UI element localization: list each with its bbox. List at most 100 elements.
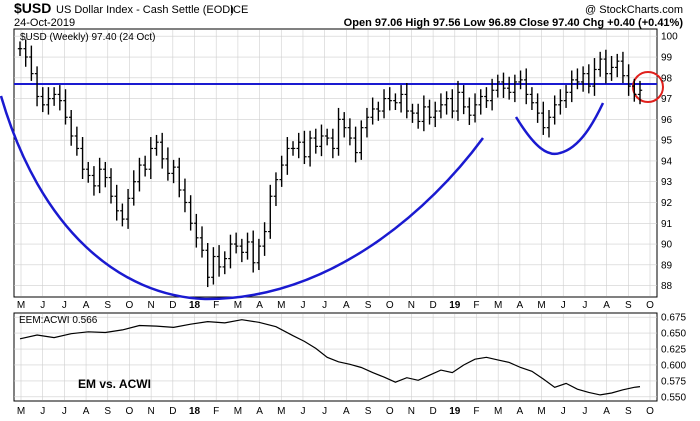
x-tick-label: J <box>322 300 327 311</box>
x-tick-label: J <box>582 300 587 311</box>
x-tick-label-lower: M <box>537 406 545 417</box>
symbol-title: $USD <box>14 0 51 16</box>
x-tick-label-lower: J <box>40 406 45 417</box>
x-tick-label: O <box>126 300 134 311</box>
x-tick-label: S <box>365 300 372 311</box>
price-tick-label: 92 <box>661 198 673 209</box>
highlight-circle <box>632 71 664 103</box>
exchange-label: ICE <box>230 4 248 16</box>
x-tick-label-lower: M <box>494 406 502 417</box>
x-tick-label-lower: S <box>625 406 632 417</box>
ratio-series <box>19 319 641 396</box>
x-tick-label: O <box>646 300 654 311</box>
x-tick-label-lower: M <box>277 406 285 417</box>
axis-ticks: M M J J J J A A S S O O N N D D 18 18 F F M M A A M M J J J J A A S S O O N N… <box>17 32 687 417</box>
x-tick-label-lower: J <box>582 406 587 417</box>
price-bars <box>17 39 643 288</box>
price-panel-frame <box>13 28 658 298</box>
x-tick-label-lower: J <box>300 406 305 417</box>
price-tick-label: 97 <box>661 94 673 105</box>
x-tick-label-lower: A <box>83 406 90 417</box>
x-tick-label-lower: J <box>322 406 327 417</box>
ratio-tick-label: 0.550 <box>661 392 686 403</box>
ratio-tick-label: 0.575 <box>661 376 686 387</box>
price-tick-label: 100 <box>661 32 678 43</box>
x-tick-label: D <box>169 300 176 311</box>
cup-arc <box>0 95 485 301</box>
x-tick-label: J <box>40 300 45 311</box>
handle-arc <box>514 102 605 156</box>
ratio-tick-label: 0.600 <box>661 360 686 371</box>
ratio-tick-label: 0.675 <box>661 313 686 324</box>
x-tick-label-lower: O <box>126 406 134 417</box>
instrument-name: US Dollar Index - Cash Settle (EOD) <box>56 4 234 16</box>
grid-lines <box>14 30 657 400</box>
ratio-panel-label: EEM:ACWI 0.566 <box>19 315 98 326</box>
x-tick-label-lower: 19 <box>449 406 461 417</box>
x-tick-label: F <box>473 300 479 311</box>
x-tick-label-lower: D <box>169 406 176 417</box>
x-tick-label-lower: O <box>646 406 654 417</box>
x-tick-label: A <box>256 300 263 311</box>
x-tick-label: N <box>148 300 155 311</box>
x-tick-label: D <box>429 300 436 311</box>
price-tick-label: 95 <box>661 136 673 147</box>
price-tick-label: 94 <box>661 156 673 167</box>
ratio-tick-label: 0.625 <box>661 345 686 356</box>
x-tick-label-lower: F <box>473 406 479 417</box>
x-tick-label: O <box>386 300 394 311</box>
x-tick-label: A <box>343 300 350 311</box>
ratio-panel-frame <box>13 312 658 402</box>
price-tick-label: 96 <box>661 115 673 126</box>
ratio-line <box>19 319 641 396</box>
x-tick-label-lower: N <box>148 406 155 417</box>
x-tick-label-lower: F <box>213 406 219 417</box>
x-tick-label-lower: O <box>386 406 394 417</box>
price-tick-label: 88 <box>661 281 673 292</box>
x-tick-label: N <box>408 300 415 311</box>
copyright-label: @ StockCharts.com <box>585 4 683 16</box>
ohlc-summary: Open 97.06 High 97.56 Low 96.89 Close 97… <box>344 17 684 29</box>
ratio-tick-label: 0.650 <box>661 329 686 340</box>
x-tick-label: M <box>234 300 242 311</box>
x-tick-label: 19 <box>449 300 461 311</box>
x-tick-label-lower: A <box>517 406 524 417</box>
x-tick-label: J <box>62 300 67 311</box>
cup-guides <box>0 71 664 301</box>
x-tick-label: S <box>625 300 632 311</box>
x-tick-label-lower: D <box>429 406 436 417</box>
price-tick-label: 90 <box>661 240 673 251</box>
price-tick-label: 93 <box>661 177 673 188</box>
x-tick-label-lower: S <box>365 406 372 417</box>
x-tick-label: A <box>603 300 610 311</box>
x-tick-label-lower: J <box>62 406 67 417</box>
x-tick-label-lower: 18 <box>189 406 201 417</box>
x-tick-label-lower: M <box>17 406 25 417</box>
x-tick-label: A <box>517 300 524 311</box>
x-tick-label-lower: M <box>234 406 242 417</box>
x-tick-label-lower: A <box>603 406 610 417</box>
price-tick-label: 99 <box>661 53 673 64</box>
x-tick-label: M <box>494 300 502 311</box>
x-tick-label: A <box>83 300 90 311</box>
x-tick-label: F <box>213 300 219 311</box>
x-tick-label: J <box>561 300 566 311</box>
x-tick-label: S <box>104 300 111 311</box>
price-tick-label: 98 <box>661 73 673 84</box>
x-tick-label-lower: N <box>408 406 415 417</box>
x-tick-label-lower: A <box>256 406 263 417</box>
x-tick-label: M <box>537 300 545 311</box>
x-tick-label: M <box>17 300 25 311</box>
x-tick-label: 18 <box>189 300 201 311</box>
price-panel-label: $USD (Weekly) 97.40 (24 Oct) <box>20 32 155 43</box>
price-tick-label: 89 <box>661 260 673 271</box>
x-tick-label-lower: S <box>104 406 111 417</box>
x-tick-label: M <box>277 300 285 311</box>
x-tick-label-lower: J <box>561 406 566 417</box>
x-tick-label: J <box>300 300 305 311</box>
x-tick-label-lower: A <box>343 406 350 417</box>
chart-date: 24-Oct-2019 <box>14 17 75 29</box>
price-tick-label: 91 <box>661 219 673 230</box>
ratio-annotation: EM vs. ACWI <box>78 377 151 391</box>
